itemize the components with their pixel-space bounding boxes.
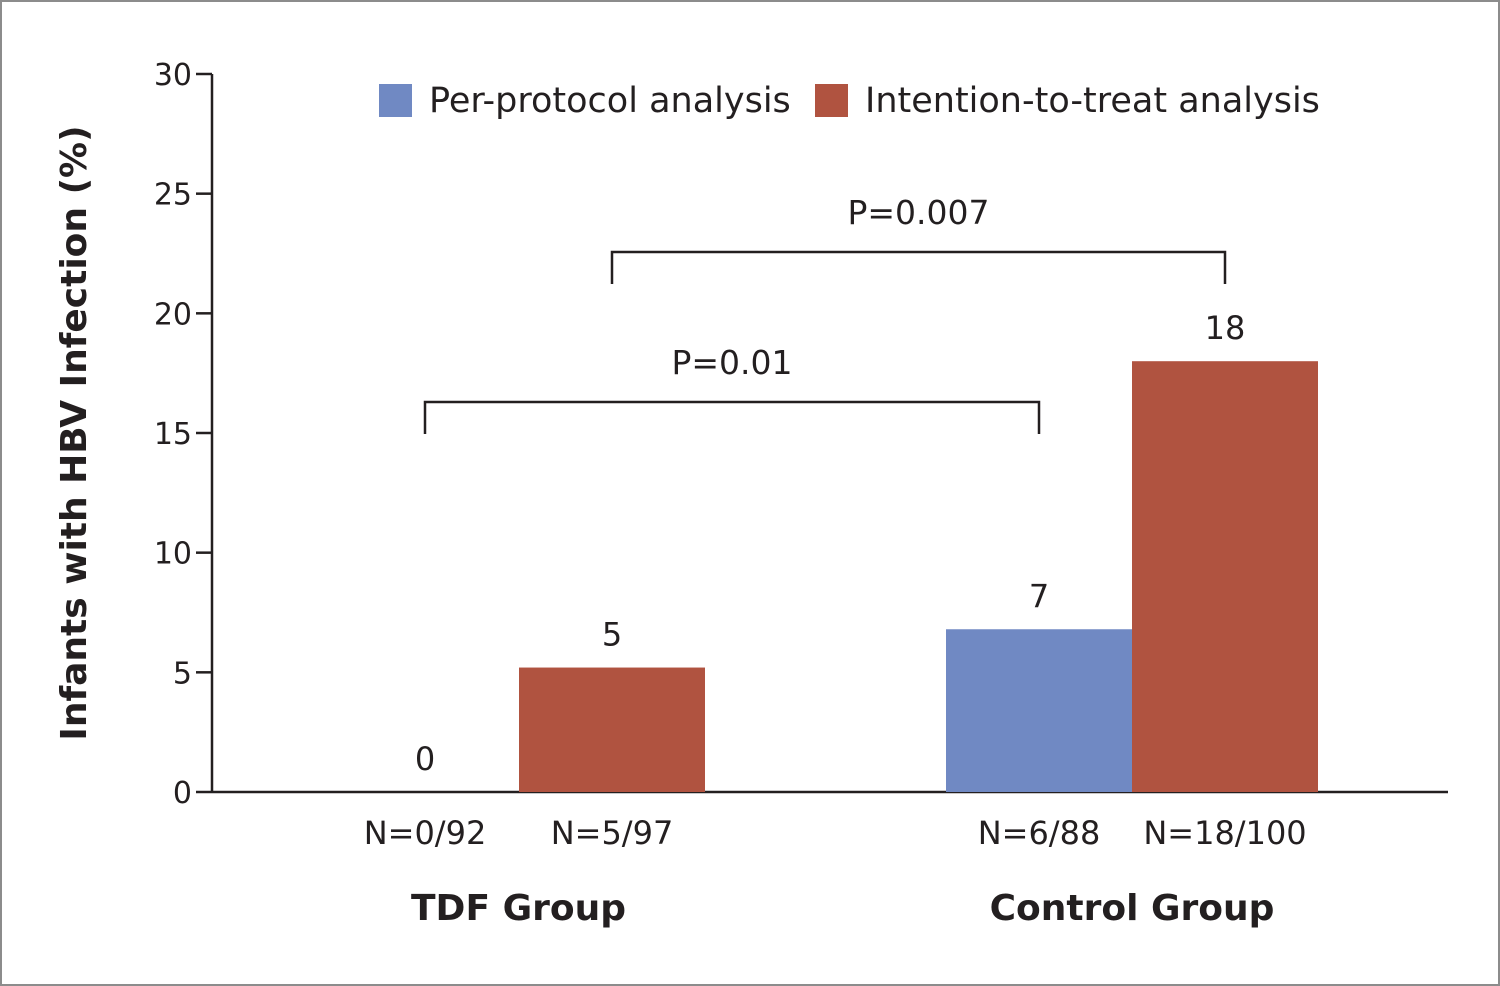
y-ticks: 0 5 10 15 20 25 30: [154, 58, 212, 811]
legend: Per-protocol analysis Intention-to-treat …: [379, 81, 1320, 121]
bar: [519, 667, 705, 792]
bar-value-label: 0: [415, 740, 435, 778]
bar-value-label: 7: [1029, 577, 1049, 615]
p-value-label: P=0.01: [671, 343, 792, 382]
y-tick-label: 25: [154, 178, 192, 213]
group-label: TDF Group: [411, 888, 626, 929]
bar-n-label: N=0/92: [364, 814, 487, 852]
legend-swatch: [379, 84, 412, 117]
significance-brackets: P=0.007 P=0.01: [423, 193, 1227, 434]
y-tick-label: 0: [173, 776, 192, 811]
y-axis-label: Infants with HBV Infection (%): [54, 125, 95, 740]
bar-n-label: N=6/88: [978, 814, 1101, 852]
significance-bracket: [610, 250, 1227, 284]
legend-label: Intention-to-treat analysis: [865, 81, 1320, 121]
bar-value-label: 18: [1205, 309, 1246, 347]
n-labels: N=0/92 N=5/97 N=6/88 N=18/100: [364, 814, 1307, 852]
legend-label: Per-protocol analysis: [429, 81, 791, 121]
bar-n-label: N=18/100: [1143, 814, 1306, 852]
y-tick-label: 20: [154, 297, 192, 332]
p-value-label: P=0.007: [847, 193, 989, 232]
bar-value-label: 5: [602, 616, 622, 654]
y-tick-label: 5: [173, 656, 192, 691]
bar: [946, 629, 1132, 792]
bar-n-label: N=5/97: [551, 814, 674, 852]
group-labels: TDF Group Control Group: [411, 888, 1274, 929]
y-tick-label: 30: [154, 58, 192, 93]
legend-swatch: [815, 84, 848, 117]
significance-bracket: [423, 400, 1041, 434]
bars: [519, 361, 1318, 792]
y-tick-label: 10: [154, 537, 192, 572]
group-label: Control Group: [990, 888, 1275, 929]
value-labels: 0 5 7 18: [415, 309, 1246, 778]
bar: [1132, 361, 1318, 792]
y-tick-label: 15: [154, 417, 192, 452]
